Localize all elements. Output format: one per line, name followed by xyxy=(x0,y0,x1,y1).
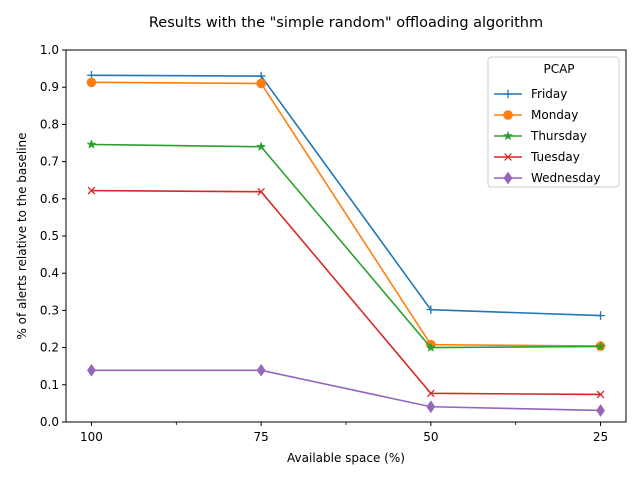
data-point xyxy=(596,404,605,417)
y-tick-label: 0.2 xyxy=(40,341,59,355)
series-line xyxy=(91,143,601,349)
legend-item: Wednesday xyxy=(494,171,600,185)
data-point xyxy=(87,363,96,377)
legend-item: Thursday xyxy=(494,129,587,143)
y-axis-label: % of alerts relative to the baseline xyxy=(15,132,29,339)
legend-item: Tuesday xyxy=(494,150,580,164)
y-tick-label: 0.0 xyxy=(40,415,59,429)
legend-label: Tuesday xyxy=(530,150,580,164)
data-point xyxy=(595,341,606,351)
y-tick-label: 0.6 xyxy=(40,192,59,206)
data-point xyxy=(86,77,97,88)
y-tick-label: 0.3 xyxy=(40,303,59,317)
y-tick-label: 0.1 xyxy=(40,378,59,392)
legend-item: Monday xyxy=(494,108,578,122)
legend-box xyxy=(487,56,620,188)
legend-marker xyxy=(503,110,513,120)
y-tick-label: 1.0 xyxy=(40,43,59,57)
chart-title: Results with the "simple random" offload… xyxy=(149,15,543,31)
series-thursday xyxy=(86,139,606,352)
data-point xyxy=(596,390,605,399)
data-point xyxy=(86,139,97,149)
data-point xyxy=(426,305,436,314)
legend-marker xyxy=(503,171,513,185)
series-line xyxy=(91,189,601,396)
y-tick-label: 0.9 xyxy=(40,80,59,94)
y-tick-label: 0.7 xyxy=(40,155,59,169)
x-tick-label: 100 xyxy=(80,430,103,444)
legend-marker xyxy=(503,89,513,99)
series-tuesday xyxy=(87,186,605,399)
legend: PCAP Friday Monday Thursday Tuesday Wednesda… xyxy=(487,56,620,188)
x-axis: 100 75 50 25 xyxy=(80,422,608,444)
series-line xyxy=(91,369,601,412)
y-tick-label: 0.5 xyxy=(40,229,59,243)
data-point xyxy=(256,78,266,89)
legend-marker xyxy=(504,153,512,161)
data-point xyxy=(426,389,435,398)
data-point xyxy=(425,342,436,352)
y-axis: 0.0 0.1 0.2 0.3 0.4 0.5 0.6 0.7 0.8 0.9 1.0 xyxy=(40,43,66,429)
data-point xyxy=(426,400,436,414)
legend-label: Friday xyxy=(531,87,567,101)
y-tick-label: 0.8 xyxy=(40,117,59,131)
legend-marker xyxy=(502,130,514,141)
data-point xyxy=(257,187,266,196)
legend-item: Friday xyxy=(494,87,567,101)
data-point xyxy=(596,311,605,320)
x-tick-label: 50 xyxy=(423,430,438,444)
legend-label: Thursday xyxy=(530,129,587,143)
series-friday xyxy=(87,70,605,320)
series-line xyxy=(91,74,601,317)
data-point xyxy=(87,186,96,195)
x-axis-label: Available space (%) xyxy=(287,451,405,465)
plot-area xyxy=(86,70,606,417)
series-wednesday xyxy=(87,363,605,417)
legend-title: PCAP xyxy=(543,62,574,76)
series-line xyxy=(91,81,601,347)
legend-label: Wednesday xyxy=(531,171,600,185)
data-point xyxy=(256,141,267,152)
y-tick-label: 0.4 xyxy=(40,266,59,280)
legend-items: Friday Monday Thursday Tuesday Wednesday xyxy=(494,87,600,185)
x-tick-label: 75 xyxy=(254,430,269,444)
legend-label: Monday xyxy=(531,108,578,122)
data-point xyxy=(256,363,266,377)
x-tick-label: 25 xyxy=(593,430,608,444)
